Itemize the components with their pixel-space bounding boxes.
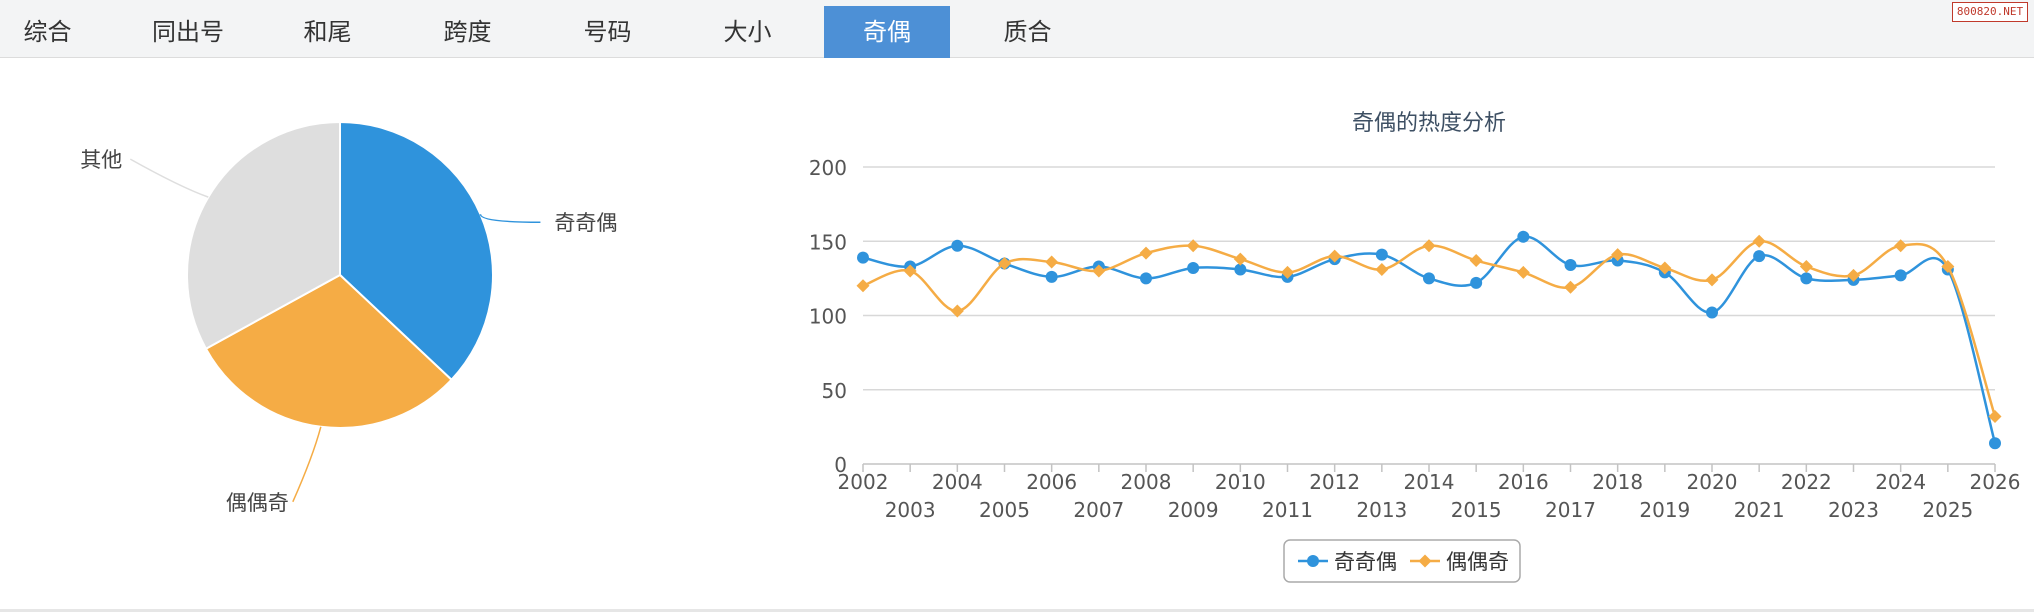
point-s2-2008 [1139,246,1153,260]
x-tick-label-2003: 2003 [885,498,936,522]
x-tick-label-2023: 2023 [1828,498,1879,522]
point-s1-2021 [1753,250,1766,263]
line-chart: 奇偶的热度分析 0 50 100 150 200 2002 2003 2004 2005 2006 2… [809,111,2021,583]
x-tick-label-2010: 2010 [1215,470,1266,494]
x-tick-label-2009: 2009 [1168,498,1219,522]
point-s2-2016 [1516,265,1530,279]
point-s1-2006 [1045,270,1058,283]
legend-marker-2 [1418,554,1432,568]
tab-daxiao[interactable]: 大小 [723,18,772,46]
pie-label-3: 其他 [80,148,122,172]
x-tick-label-2025: 2025 [1922,498,1973,522]
tab-kuadu[interactable]: 跨度 [443,18,492,46]
point-s2-2002 [856,279,870,293]
point-s1-2014 [1423,272,1435,285]
chart-title: 奇偶的热度分析 [1352,111,1506,136]
point-s2-2014 [1422,239,1436,253]
point-s1-2020 [1706,306,1718,319]
point-s1-2008 [1140,272,1152,285]
x-tick-label-2006: 2006 [1026,470,1077,494]
point-s2-2011 [1281,265,1294,279]
point-s2-2019 [1658,261,1672,275]
legend-marker-1 [1307,555,1319,567]
x-tick-label-2020: 2020 [1687,470,1738,494]
x-tick-label-2004: 2004 [932,470,983,494]
point-s2-2009 [1186,239,1200,253]
tab-bar: 综合 同出号 和尾 跨度 号码 大小 奇偶 质合 [0,0,2034,58]
point-s2-2020 [1705,273,1719,287]
site-watermark: 800820.NET [1952,2,2028,22]
point-s2-2003 [903,264,917,278]
y-tick-label-100: 100 [809,305,847,329]
point-s1-2016 [1517,230,1530,243]
point-s1-2013 [1375,248,1388,261]
point-s2-2021 [1752,234,1766,248]
point-s1-2009 [1187,261,1200,274]
point-s1-2010 [1234,263,1247,276]
y-tick-label-0: 0 [834,453,847,477]
point-s2-2007 [1092,264,1106,278]
y-tick-label-150: 150 [809,230,847,254]
point-s1-2004 [951,239,964,252]
pie-connector-2 [292,426,322,503]
tab-qiou[interactable]: 奇偶 [824,6,950,58]
point-s2-2006 [1045,255,1059,269]
tab-tongchuhao[interactable]: 同出号 [152,18,224,46]
point-s2-2025 [1941,259,1955,273]
x-tick-label-2018: 2018 [1592,470,1643,494]
x-tick-label-2012: 2012 [1309,470,1360,494]
x-tick-label-2014: 2014 [1404,470,1455,494]
legend-box [1283,539,1521,583]
x-tick-label-2021: 2021 [1734,498,1785,522]
point-s2-2012 [1328,249,1342,263]
pie-connector-1 [479,213,541,223]
x-tick-label-2022: 2022 [1781,470,1832,494]
point-s1-2022 [1800,272,1813,285]
x-tick-label-2007: 2007 [1073,498,1124,522]
y-tick-label-50: 50 [822,379,847,403]
point-s2-2010 [1233,252,1247,266]
legend: 奇奇偶 偶偶奇 [1283,539,1521,583]
pie-label-2: 偶偶奇 [226,491,289,515]
point-s2-2004 [950,304,964,318]
x-tick-label-2024: 2024 [1875,470,1926,494]
point-s2-2013 [1375,262,1389,276]
legend-label-1: 奇奇偶 [1334,550,1397,574]
pie-slice-3 [186,120,341,351]
x-tick-label-2017: 2017 [1545,498,1596,522]
tab-haoma[interactable]: 号码 [583,18,632,46]
x-tick-label-2016: 2016 [1498,470,1549,494]
x-tick-label-2011: 2011 [1262,498,1313,522]
point-s2-2026 [1988,409,2002,423]
point-s2-2018 [1611,248,1625,262]
x-tick-label-2002: 2002 [838,470,889,494]
pie-connector-3 [129,158,209,198]
x-tick-label-2026: 2026 [1970,470,2021,494]
point-s2-2005 [998,257,1011,271]
x-tick-label-2019: 2019 [1639,498,1690,522]
point-s1-2015 [1470,276,1483,289]
bottom-divider [0,609,2034,612]
tab-hewei[interactable]: 和尾 [303,18,352,46]
point-s2-2017 [1564,280,1577,294]
x-tick-label-2015: 2015 [1451,498,1502,522]
point-s1-2024 [1894,269,1907,282]
x-tick-label-2008: 2008 [1121,470,1172,494]
x-tick-label-2005: 2005 [979,498,1030,522]
legend-label-2: 偶偶奇 [1446,550,1509,574]
tab-zonghe[interactable]: 综合 [23,18,72,46]
point-s1-2026 [1989,437,2001,450]
pie-label-1: 奇奇偶 [554,211,617,235]
point-s1-2002 [857,251,869,264]
point-s2-2024 [1894,239,1908,253]
point-s1-2017 [1564,259,1577,272]
x-tick-label-2013: 2013 [1356,498,1407,522]
point-s2-2015 [1469,254,1483,268]
series-line-1 [862,235,1997,444]
y-tick-label-200: 200 [809,156,847,180]
point-s2-2023 [1847,268,1860,282]
point-s2-2022 [1799,259,1813,273]
tab-zhihe[interactable]: 质合 [1003,18,1052,46]
